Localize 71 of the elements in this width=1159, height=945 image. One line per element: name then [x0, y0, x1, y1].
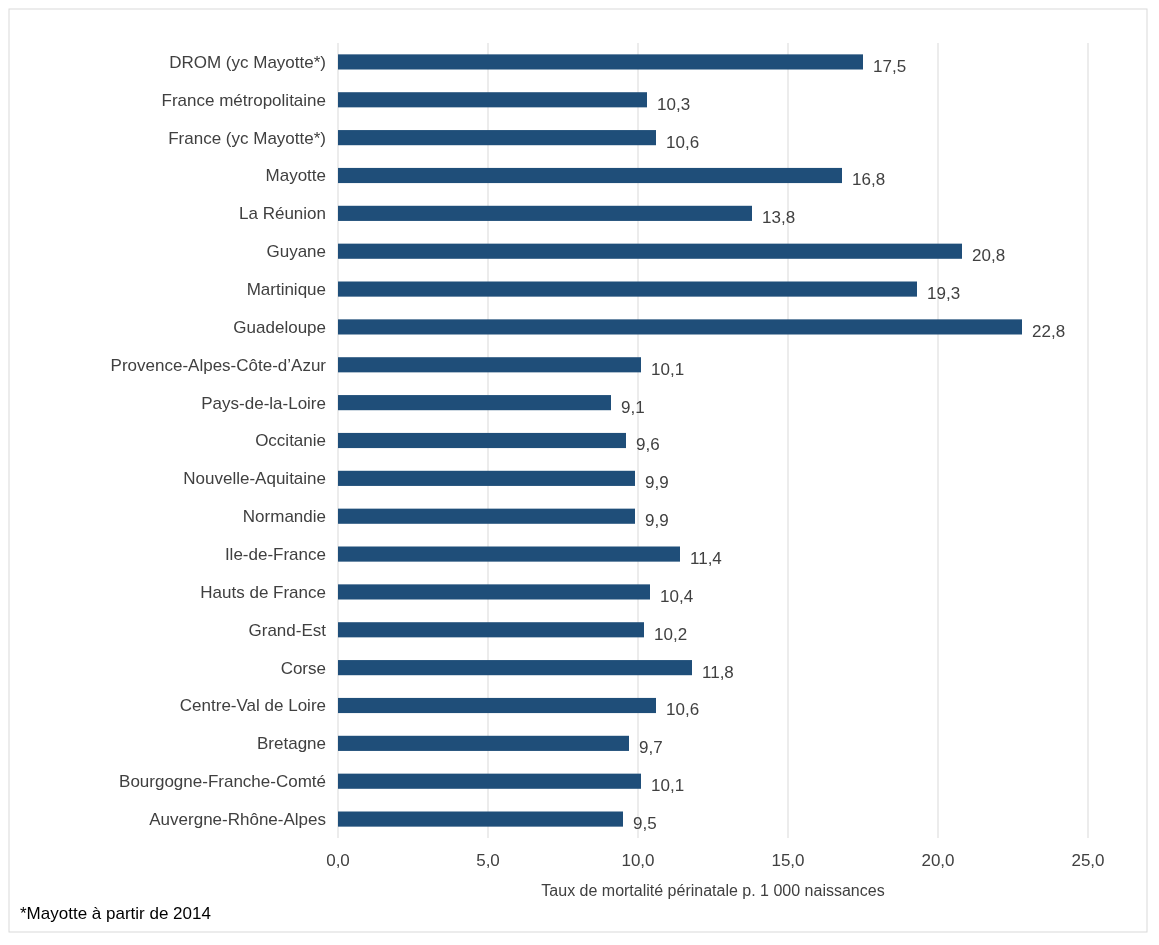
- y-tick-label: Provence-Alpes-Côte-d’Azur: [110, 355, 327, 375]
- x-tick-label: 10,0: [621, 851, 655, 870]
- bar: [338, 395, 611, 411]
- bar: [338, 281, 917, 297]
- y-tick-label: Nouvelle-Aquitaine: [183, 469, 326, 489]
- bar: [338, 546, 680, 562]
- data-label: 9,1: [621, 397, 645, 417]
- bar: [338, 92, 647, 108]
- data-label: 10,1: [651, 359, 685, 379]
- bar: [338, 319, 1022, 335]
- data-label: 9,6: [636, 435, 660, 455]
- y-tick-label: Mayotte: [265, 166, 326, 186]
- y-tick-label: France (yc Mayotte*): [168, 128, 326, 148]
- bar: [338, 167, 842, 184]
- data-label: 10,6: [666, 700, 700, 720]
- bar: [338, 243, 962, 259]
- y-tick-label: Bourgogne-Franche-Comté: [119, 772, 326, 792]
- bar: [338, 54, 863, 70]
- bar: [338, 660, 692, 676]
- bar: [338, 508, 635, 524]
- data-label: 13,8: [762, 208, 796, 228]
- data-label: 22,8: [1032, 321, 1066, 341]
- bar: [338, 811, 623, 827]
- data-label: 10,2: [654, 624, 688, 644]
- bar: [338, 697, 656, 714]
- bar: [338, 773, 641, 789]
- x-tick-label: 5,0: [476, 851, 500, 870]
- data-label: 10,1: [651, 776, 685, 796]
- bar: [338, 584, 650, 600]
- data-label: 9,9: [645, 473, 669, 493]
- y-tick-label: Pays-de-la-Loire: [201, 393, 326, 413]
- y-tick-label: Auvergne-Rhône-Alpes: [149, 810, 326, 830]
- y-tick-label: Guyane: [266, 242, 326, 262]
- bar: [338, 432, 626, 449]
- y-tick-label: Martinique: [246, 280, 326, 300]
- data-label: 9,5: [633, 814, 657, 834]
- data-label: 10,4: [660, 586, 694, 606]
- y-tick-label: Centre-Val de Loire: [179, 696, 326, 716]
- y-tick-label: Corse: [280, 658, 326, 678]
- data-label: 16,8: [852, 170, 886, 190]
- bar: [338, 205, 752, 221]
- data-label: 20,8: [972, 246, 1006, 266]
- data-label: 17,5: [873, 56, 907, 76]
- x-tick-label: 25,0: [1071, 851, 1105, 870]
- x-tick-label: 0,0: [326, 851, 350, 870]
- bar: [338, 357, 641, 373]
- y-tick-label: Hauts de France: [200, 582, 326, 602]
- x-axis-title: Taux de mortalité périnatale p. 1 000 naissances: [541, 882, 885, 899]
- y-tick-label: Ile-de-France: [224, 545, 326, 565]
- data-label: 10,6: [666, 132, 700, 152]
- data-label: 19,3: [927, 284, 961, 304]
- data-label: 11,4: [690, 549, 722, 569]
- y-tick-label: France métropolitaine: [161, 90, 326, 110]
- data-label: 11,8: [702, 662, 734, 682]
- data-label: 10,3: [657, 94, 691, 114]
- y-tick-label: Grand-Est: [248, 620, 327, 640]
- y-tick-label: Normandie: [242, 507, 326, 527]
- bar: [338, 130, 656, 146]
- y-tick-label: Guadeloupe: [233, 317, 326, 337]
- data-label: 9,9: [645, 511, 669, 531]
- y-tick-label: Bretagne: [257, 734, 326, 754]
- bar: [338, 735, 629, 751]
- y-tick-label: Occitanie: [255, 431, 326, 451]
- y-tick-label: La Réunion: [239, 204, 326, 224]
- bar: [338, 622, 644, 638]
- bar: [338, 470, 635, 486]
- x-tick-label: 15,0: [771, 851, 805, 870]
- y-tick-label: DROM (yc Mayotte*): [169, 52, 326, 72]
- data-label: 9,7: [639, 738, 663, 758]
- x-tick-label: 20,0: [921, 851, 955, 870]
- text: *Mayotte à partir de 2014: [20, 904, 211, 923]
